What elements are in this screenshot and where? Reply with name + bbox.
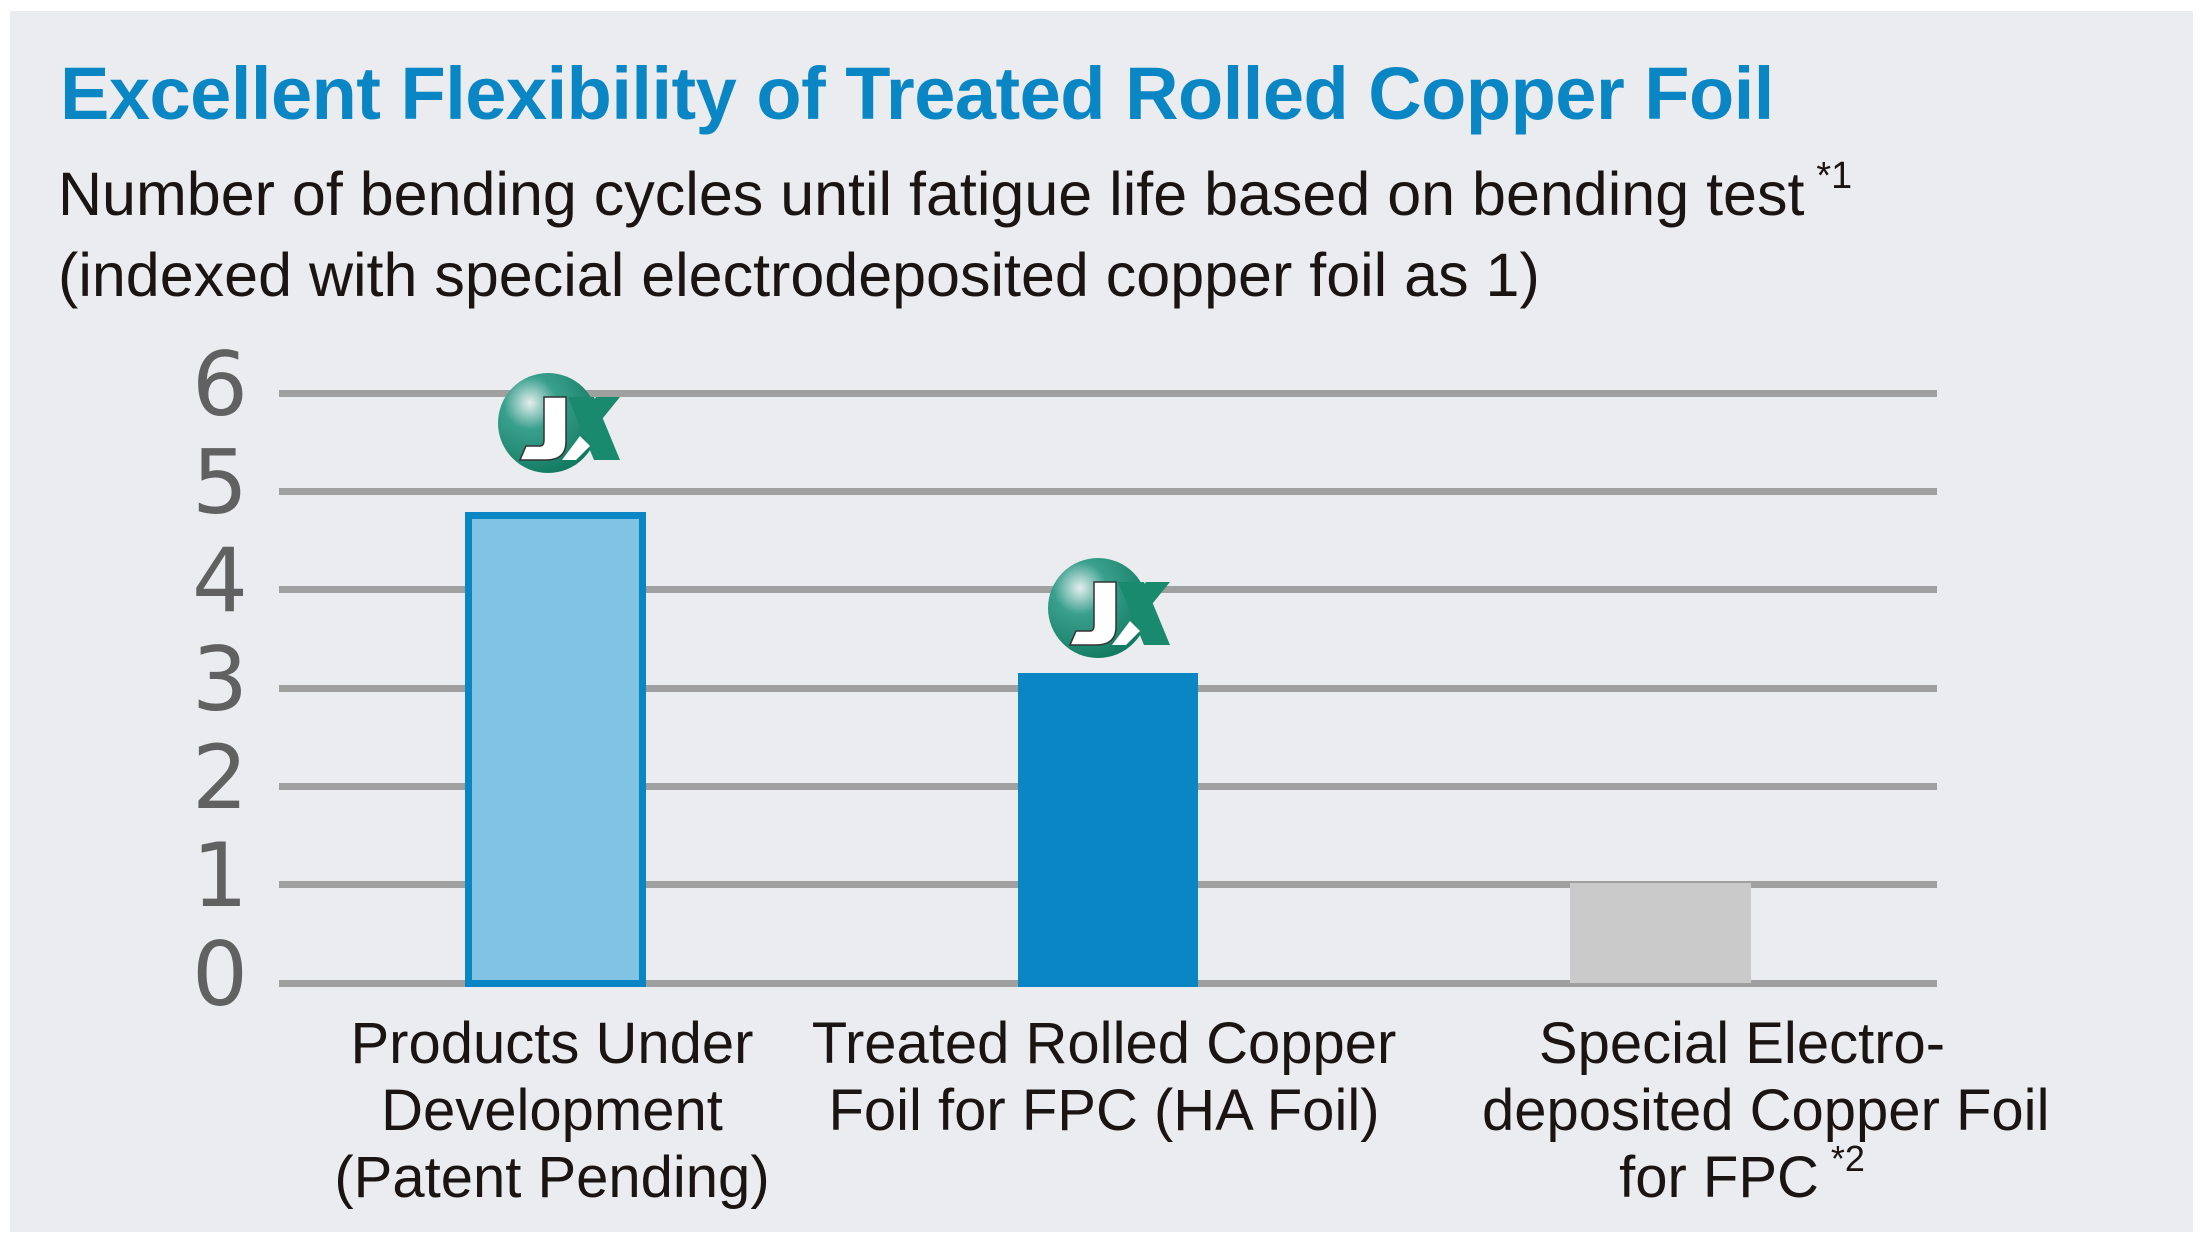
x-label-treated-rolled-copper-foil: Treated Rolled Copper Foil for FPC (HA F… bbox=[794, 1010, 1414, 1144]
jx-logo-icon bbox=[498, 373, 620, 473]
gridline-5 bbox=[279, 488, 1937, 495]
y-tick-6: 6 bbox=[192, 333, 248, 436]
x-label-products-under-development: Products Under Development (Patent Pendi… bbox=[302, 1010, 802, 1211]
x-label-line: deposited Copper Foil bbox=[1482, 1078, 2050, 1143]
gridline-6 bbox=[279, 390, 1937, 397]
y-tick-4: 4 bbox=[192, 529, 248, 632]
x-label-line: Treated Rolled Copper bbox=[811, 1011, 1397, 1076]
x-label-line: (Patent Pending) bbox=[334, 1145, 770, 1210]
footnote-marker-1: *1 bbox=[1816, 154, 1853, 197]
y-tick-1: 1 bbox=[192, 824, 248, 927]
y-tick-0: 0 bbox=[192, 923, 248, 1026]
jx-logo-icon bbox=[1048, 558, 1170, 658]
x-label-line: for FPC *2 bbox=[1482, 1138, 2002, 1218]
x-label-special-electrodeposited-copper-foil: Special Electro- deposited Copper Foil f… bbox=[1482, 1010, 2050, 1218]
y-tick-2: 2 bbox=[192, 726, 248, 829]
subtitle-line-1: Number of bending cycles until fatigue l… bbox=[58, 154, 1853, 239]
x-label-line-text: for FPC bbox=[1619, 1145, 1819, 1210]
x-label-line: Foil for FPC (HA Foil) bbox=[828, 1078, 1380, 1143]
chart-title: Excellent Flexibility of Treated Rolled … bbox=[60, 52, 1774, 135]
y-tick-3: 3 bbox=[192, 628, 248, 731]
y-tick-5: 5 bbox=[192, 431, 248, 534]
bar-products-under-development bbox=[465, 512, 646, 987]
chart-subtitle: Number of bending cycles until fatigue l… bbox=[58, 154, 1853, 311]
bar-special-electrodeposited-copper-foil bbox=[1570, 883, 1751, 983]
subtitle-line-1-text: Number of bending cycles until fatigue l… bbox=[58, 160, 1805, 228]
x-label-line: Products Under bbox=[350, 1011, 754, 1076]
footnote-marker-2: *2 bbox=[1830, 1138, 1865, 1180]
x-label-line: Development bbox=[381, 1078, 723, 1143]
x-label-line: Special Electro- bbox=[1538, 1011, 1946, 1076]
bar-treated-rolled-copper-foil bbox=[1018, 673, 1198, 987]
subtitle-line-2: (indexed with special electrodeposited c… bbox=[58, 241, 1540, 309]
